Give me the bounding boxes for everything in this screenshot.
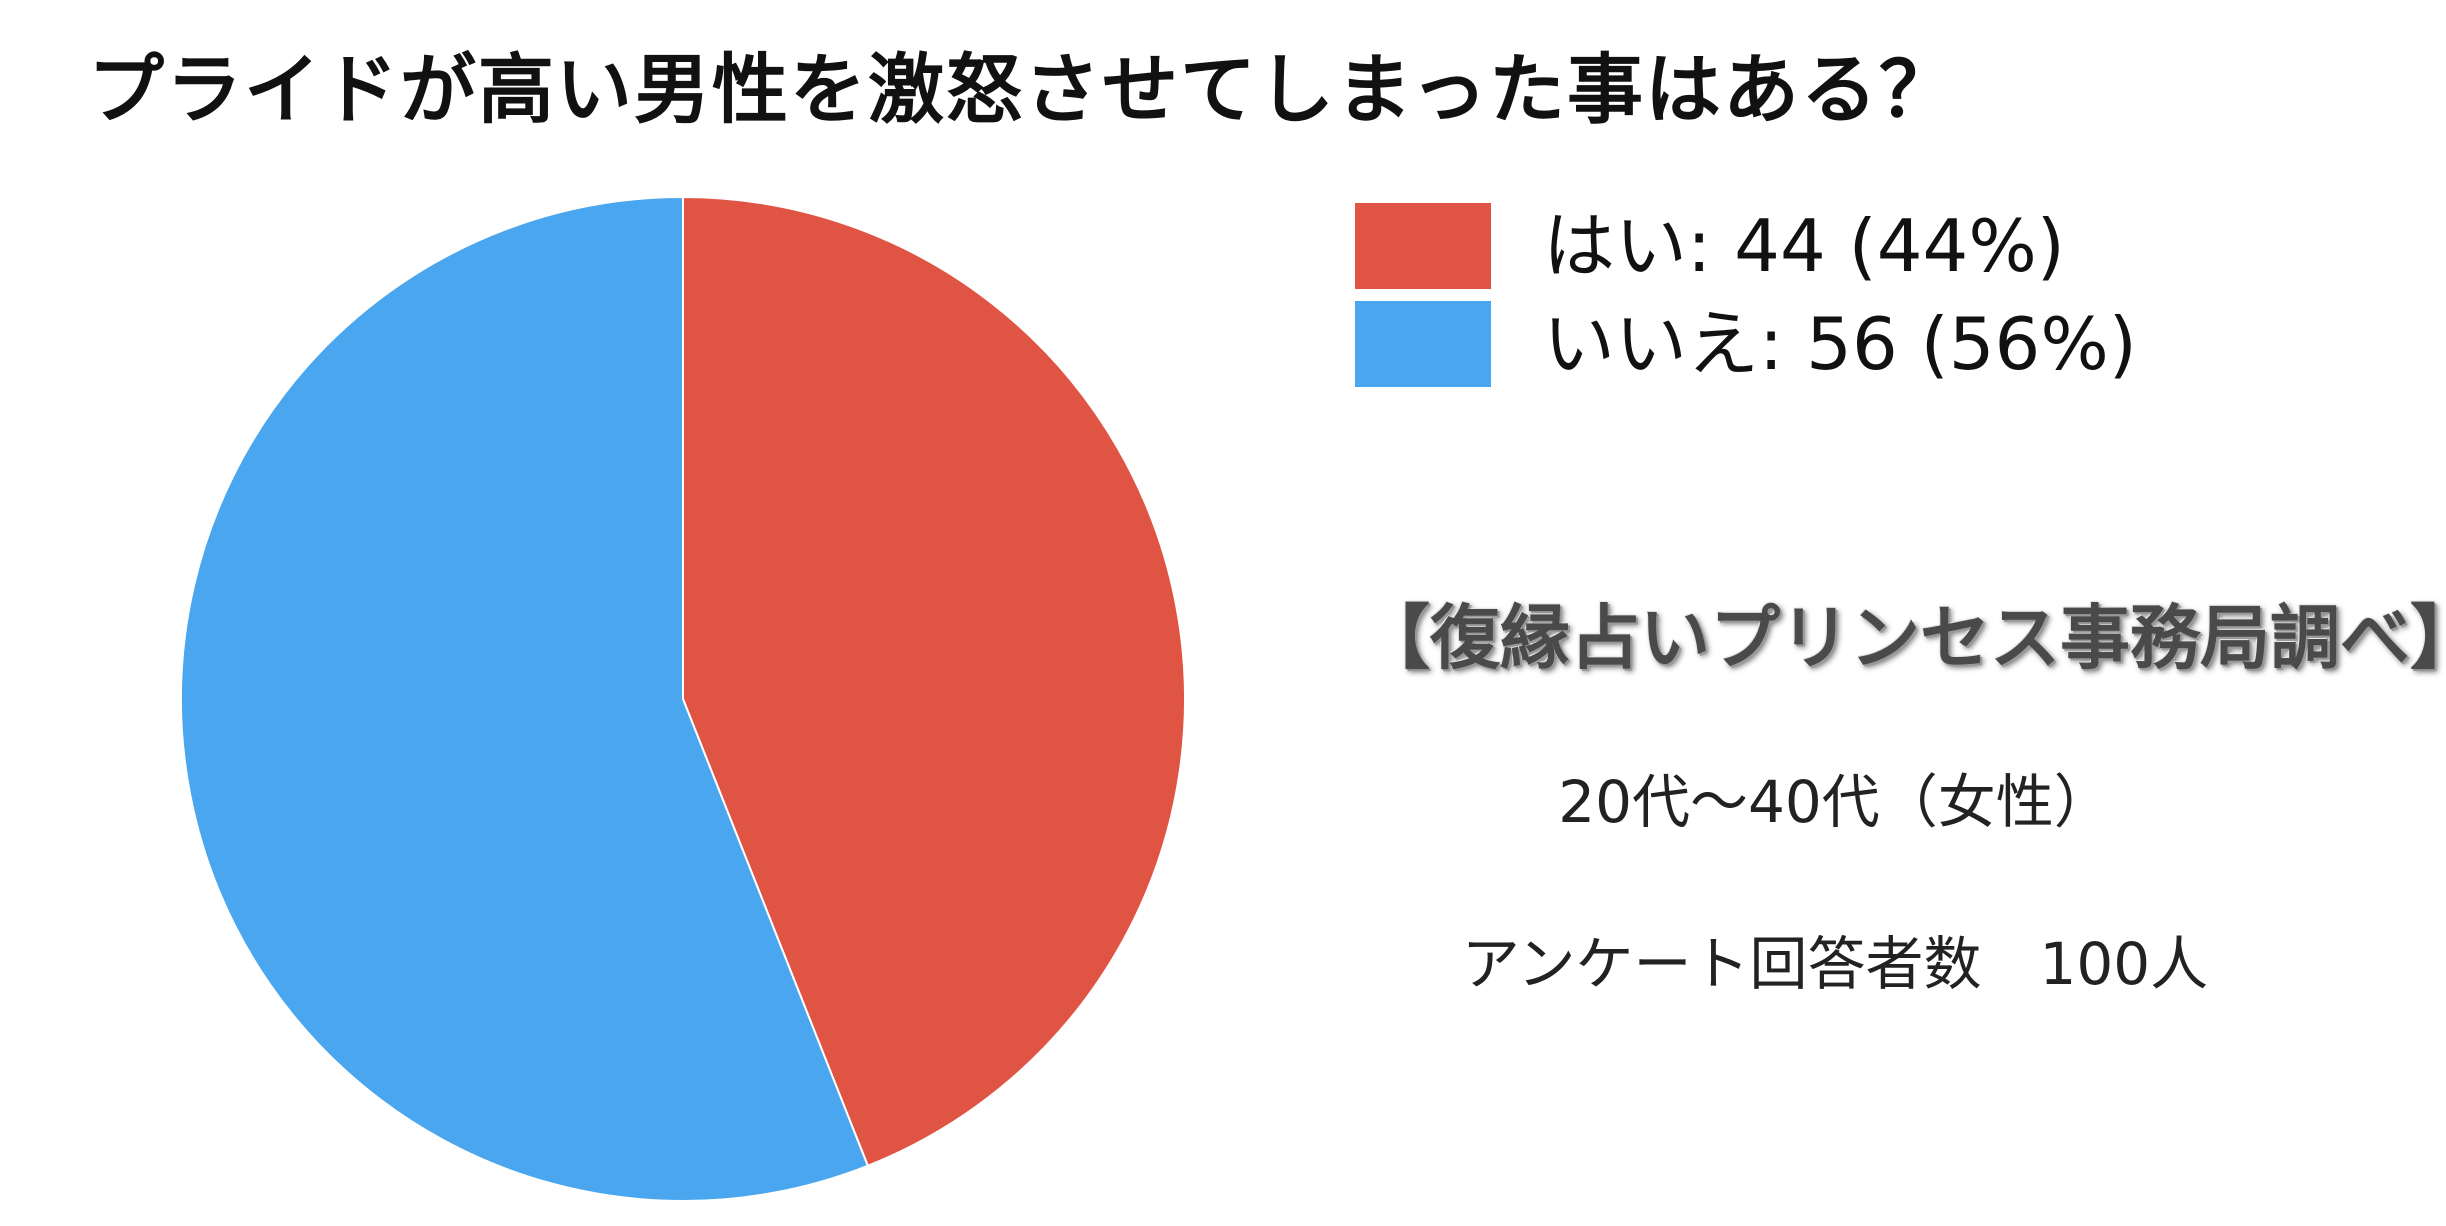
- respondent-count-note: アンケート回答者数 100人: [1461, 930, 2209, 998]
- legend-label-yes: はい: 44 (44%): [1543, 204, 2065, 288]
- chart-title: プライドが高い男性を激怒させてしまった事はある？: [88, 45, 1957, 134]
- age-range-note: 20代〜40代（女性）: [1558, 768, 2112, 836]
- chart-legend: はい: 44 (44%) いいえ: 56 (56%): [1355, 198, 2137, 394]
- legend-item-no: いいえ: 56 (56%): [1355, 296, 2137, 392]
- pie-slice-no: [180, 195, 870, 1202]
- source-note: 【復縁占いプリンセス事務局調べ】: [1360, 597, 2446, 679]
- pie-slice-yes: [682, 195, 1186, 1168]
- legend-item-yes: はい: 44 (44%): [1355, 198, 2137, 294]
- legend-swatch-yes: [1355, 203, 1491, 289]
- legend-label-no: いいえ: 56 (56%): [1543, 302, 2137, 386]
- legend-swatch-no: [1355, 301, 1491, 387]
